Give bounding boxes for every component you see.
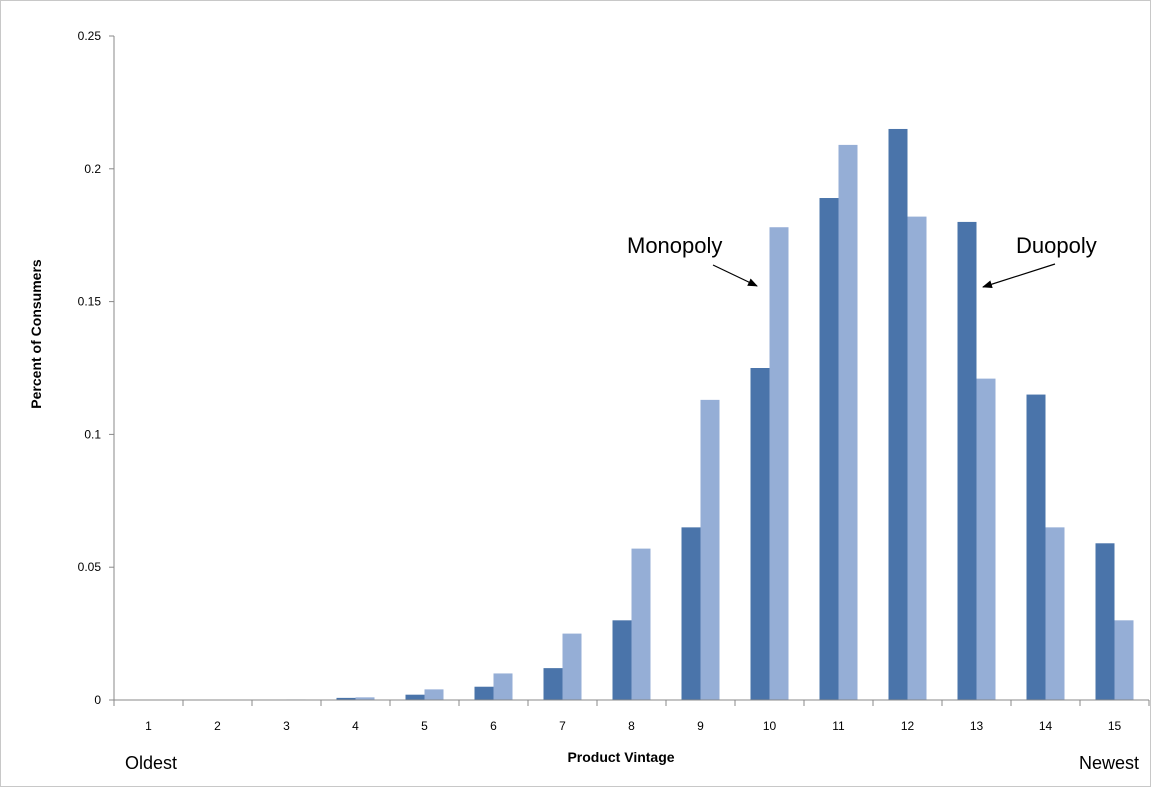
axes-group [113, 36, 1149, 701]
x-tick-label: 6 [490, 719, 497, 733]
y-tick-label: 0.25 [78, 29, 102, 43]
x-tick-label: 1 [145, 719, 152, 733]
x-tick-label: 12 [901, 719, 915, 733]
annotation-monopoly-arrow [712, 264, 758, 287]
bar-monopoly-4 [355, 697, 375, 700]
x-tick-label: 15 [1108, 719, 1122, 733]
bar-monopoly-5 [424, 689, 444, 700]
x-axis-title: Product Vintage [567, 749, 674, 765]
bar-duopoly-7 [543, 668, 563, 700]
x-tick-label: 13 [970, 719, 984, 733]
annotation-duopoly-arrow [982, 263, 1056, 289]
bar-monopoly-10 [769, 227, 789, 700]
bars-group [286, 128, 1134, 701]
bar-duopoly-13 [957, 221, 977, 701]
bar-monopoly-14 [1045, 527, 1065, 700]
y-tick-label: 0.1 [84, 427, 101, 441]
x-tick-label: 3 [283, 719, 290, 733]
x-tick-label: 9 [697, 719, 704, 733]
bar-monopoly-11 [838, 144, 858, 700]
bar-duopoly-11 [819, 198, 839, 701]
x-tick-label: 8 [628, 719, 635, 733]
ticks-group: 00.050.10.150.20.251 2 3 4 5 6 7 8 9 10 11 12 13 14 15 [78, 29, 1150, 733]
bar-duopoly-9 [681, 527, 701, 700]
bar-duopoly-15 [1095, 543, 1115, 700]
x-tick-label: 5 [421, 719, 428, 733]
y-tick-label: 0.15 [78, 295, 102, 309]
newest-label: Newest [1079, 753, 1139, 773]
bar-duopoly-4 [336, 697, 356, 700]
bar-monopoly-7 [562, 633, 582, 700]
y-tick-label: 0 [94, 693, 101, 707]
bar-duopoly-14 [1026, 394, 1046, 700]
x-tick-label: 11 [832, 719, 845, 733]
bar-duopoly-12 [888, 128, 908, 701]
x-tick-label: 14 [1039, 719, 1053, 733]
x-tick-label: 7 [559, 719, 566, 733]
x-tick-label: 4 [352, 719, 359, 733]
bar-duopoly-10 [750, 368, 770, 700]
y-axis-title: Percent of Consumers [28, 259, 44, 409]
x-tick-label: 10 [763, 719, 777, 733]
bar-monopoly-8 [631, 548, 651, 700]
annotation-duopoly: Duopoly [1016, 233, 1097, 258]
bar-monopoly-13 [976, 378, 996, 700]
bar-monopoly-15 [1114, 620, 1134, 700]
bar-duopoly-5 [405, 694, 425, 700]
bar-monopoly-6 [493, 673, 513, 700]
x-tick-label: 2 [214, 719, 221, 733]
annotation-monopoly: Monopoly [627, 233, 722, 258]
bar-monopoly-12 [907, 216, 927, 700]
oldest-label: Oldest [125, 753, 177, 773]
bar-duopoly-6 [474, 686, 494, 700]
y-tick-label: 0.2 [84, 162, 101, 176]
y-tick-label: 0.05 [78, 560, 102, 574]
bar-monopoly-9 [700, 399, 720, 700]
bar-duopoly-8 [612, 620, 632, 700]
